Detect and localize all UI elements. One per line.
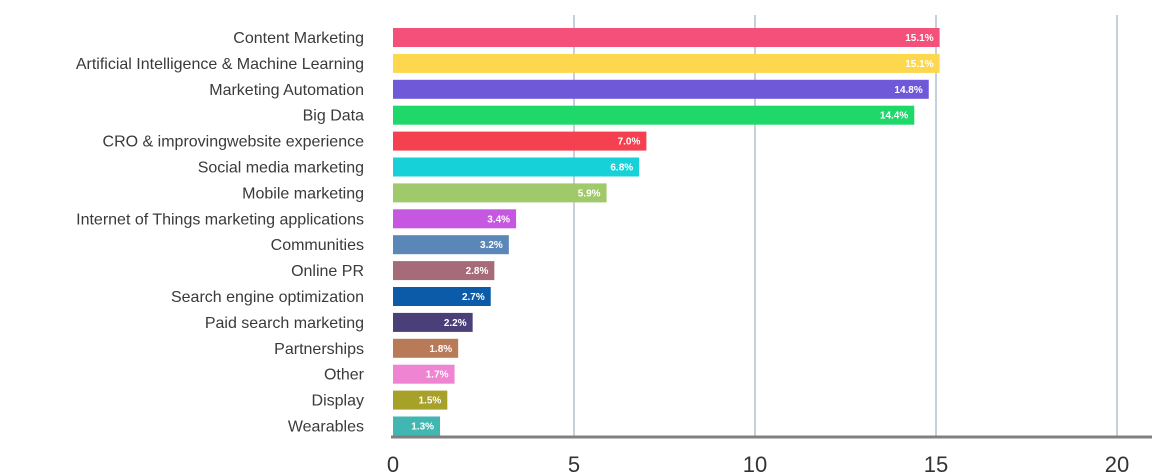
- data-label: 2.2%: [444, 318, 467, 329]
- bar: [393, 183, 607, 203]
- x-tick-label: 5: [568, 452, 580, 475]
- bar: [393, 157, 640, 177]
- data-label: 6.8%: [610, 163, 633, 174]
- bar: [393, 28, 940, 47]
- data-label: 15.1%: [905, 59, 933, 70]
- category-label: CRO & improvingwebsite experience: [103, 134, 365, 151]
- category-label: Communities: [271, 237, 364, 254]
- category-label: Content Marketing: [233, 30, 364, 47]
- data-label: 1.7%: [426, 370, 449, 381]
- data-label: 14.4%: [880, 111, 908, 122]
- bar: [393, 79, 929, 99]
- data-label: 15.1%: [905, 33, 933, 44]
- bar: [393, 390, 448, 410]
- bar: [393, 209, 517, 229]
- data-label: 1.8%: [429, 344, 452, 355]
- data-label: 3.2%: [480, 240, 503, 251]
- category-label: Big Data: [303, 108, 364, 125]
- data-label: 2.8%: [466, 266, 489, 277]
- bar: [393, 338, 459, 358]
- category-label: Internet of Things marketing application…: [76, 211, 364, 228]
- bar: [393, 105, 915, 125]
- bar: [393, 235, 509, 255]
- data-label: 14.8%: [894, 85, 922, 96]
- bar: [393, 287, 491, 306]
- x-tick-label: 10: [743, 452, 767, 475]
- category-label: Mobile marketing: [242, 185, 364, 202]
- category-label: Paid search marketing: [205, 315, 364, 332]
- data-label: 7.0%: [618, 137, 641, 148]
- data-label: 5.9%: [578, 188, 601, 199]
- category-label: Artificial Intelligence & Machine Learni…: [76, 56, 364, 73]
- category-label: Search engine optimization: [171, 289, 364, 306]
- category-label: Partnerships: [274, 341, 364, 358]
- data-label: 1.5%: [419, 396, 442, 407]
- bar: [393, 53, 940, 73]
- x-tick-label: 15: [924, 452, 948, 475]
- category-label: Marketing Automation: [209, 82, 364, 99]
- bar: [393, 312, 473, 332]
- category-label: Display: [312, 393, 364, 410]
- data-label: 1.3%: [411, 422, 434, 433]
- bar: [393, 364, 455, 384]
- data-label: 2.7%: [462, 292, 485, 303]
- category-label: Online PR: [291, 263, 364, 280]
- category-label: Other: [324, 367, 365, 384]
- x-tick-label: 0: [387, 452, 399, 475]
- category-label: Wearables: [288, 419, 364, 436]
- bar: [393, 261, 495, 281]
- bar: [393, 416, 441, 436]
- bar: [393, 131, 647, 151]
- data-label: 3.4%: [487, 214, 510, 225]
- x-tick-label: 20: [1105, 452, 1129, 475]
- category-label: Social media marketing: [198, 160, 364, 177]
